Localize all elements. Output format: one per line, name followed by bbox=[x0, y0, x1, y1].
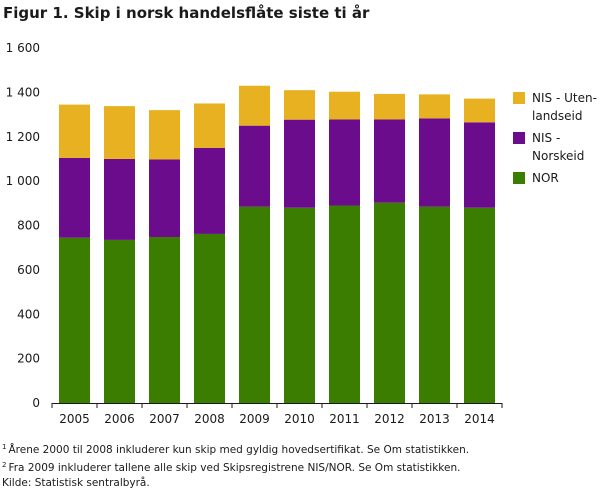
legend-label-nis-uten-landseid: NIS - Uten- bbox=[532, 91, 597, 105]
bar-segment-nis-utenlandseid-2009 bbox=[239, 85, 270, 126]
x-tick-label-2013: 2013 bbox=[419, 412, 450, 426]
bar-segment-nor-2008 bbox=[194, 233, 225, 403]
chart-title: Figur 1. Skip i norsk handelsflåte siste… bbox=[3, 4, 370, 22]
y-tick-label: 0 bbox=[32, 396, 40, 410]
bar-segment-nor-2013 bbox=[419, 206, 450, 403]
legend-label-nis-uten-landseid: landseid bbox=[532, 109, 583, 123]
bar-segment-nis-utenlandseid-2007 bbox=[149, 110, 180, 160]
bar-segment-nor-2014 bbox=[464, 207, 495, 403]
bar-segment-nis-utenlandseid-2011 bbox=[329, 91, 360, 120]
y-tick-label: 1 400 bbox=[6, 85, 40, 99]
legend-swatch-nis-norskeid bbox=[513, 132, 525, 144]
x-tick-label-2005: 2005 bbox=[59, 412, 90, 426]
bar-segment-nis-norskeid-2012 bbox=[374, 119, 405, 203]
x-tick-label-2009: 2009 bbox=[239, 412, 270, 426]
x-tick-label-2008: 2008 bbox=[194, 412, 225, 426]
y-tick-label: 1 000 bbox=[6, 174, 40, 188]
bar-segment-nis-norskeid-2006 bbox=[104, 158, 135, 240]
y-tick-label: 200 bbox=[17, 352, 40, 366]
bar-segment-nis-norskeid-2013 bbox=[419, 118, 450, 207]
bar-segment-nis-norskeid-2005 bbox=[59, 157, 90, 238]
footnote-1: 1 Årene 2000 til 2008 inkluderer kun skip… bbox=[2, 443, 470, 456]
footnotes: 1 Årene 2000 til 2008 inkluderer kun skip… bbox=[2, 440, 469, 491]
bar-segment-nis-norskeid-2011 bbox=[329, 119, 360, 206]
y-axis-ticks: 0 200 400 600 800 1 000 1 200 1 400 1 600 bbox=[6, 41, 40, 410]
bar-segment-nis-norskeid-2014 bbox=[464, 122, 495, 208]
x-tick-label-2010: 2010 bbox=[284, 412, 315, 426]
bar-segment-nis-utenlandseid-2005 bbox=[59, 104, 90, 158]
bar-segment-nor-2007 bbox=[149, 237, 180, 403]
x-tick-label-2007: 2007 bbox=[149, 412, 180, 426]
legend-swatch-nor bbox=[513, 172, 525, 184]
bar-segment-nis-utenlandseid-2006 bbox=[104, 106, 135, 159]
bar-segment-nis-utenlandseid-2012 bbox=[374, 93, 405, 120]
y-tick-label: 1 200 bbox=[6, 130, 40, 144]
legend-label-nis-norskeid: Norskeid bbox=[532, 149, 584, 163]
bar-segment-nis-norskeid-2008 bbox=[194, 147, 225, 234]
x-axis-ticks: 2005 2006 2007 2008 2009 2010 2011 2012 2013 2014 bbox=[51, 403, 503, 426]
bar-segment-nis-utenlandseid-2010 bbox=[284, 90, 315, 120]
y-tick-label: 600 bbox=[17, 263, 40, 277]
bar-segment-nor-2006 bbox=[104, 239, 135, 403]
legend-swatch-nis-uten-landseid bbox=[513, 92, 525, 104]
legend-label-nor: NOR bbox=[532, 171, 559, 185]
footnote-2: 2 Fra 2009 inkluderer tallene alle skip v… bbox=[2, 461, 461, 474]
y-tick-label: 800 bbox=[17, 219, 40, 233]
legend: NIS - Uten-landseid NIS - Norskeid NOR bbox=[513, 91, 597, 185]
bar-segment-nis-norskeid-2010 bbox=[284, 119, 315, 208]
bar-segment-nor-2005 bbox=[59, 237, 90, 403]
bars bbox=[59, 85, 495, 403]
bar-segment-nis-norskeid-2007 bbox=[149, 159, 180, 238]
bar-segment-nor-2010 bbox=[284, 207, 315, 403]
bar-segment-nor-2011 bbox=[329, 205, 360, 403]
bar-segment-nis-utenlandseid-2008 bbox=[194, 103, 225, 148]
y-tick-label: 400 bbox=[17, 307, 40, 321]
bar-segment-nis-norskeid-2009 bbox=[239, 125, 270, 207]
legend-label-nis-norskeid: NIS - bbox=[532, 131, 560, 145]
source-note: Kilde: Statistisk sentralbyrå. bbox=[2, 477, 150, 489]
x-tick-label-2014: 2014 bbox=[464, 412, 495, 426]
y-tick-label: 1 600 bbox=[6, 41, 40, 55]
x-tick-label-2006: 2006 bbox=[104, 412, 135, 426]
x-tick-label-2012: 2012 bbox=[374, 412, 405, 426]
bar-segment-nis-utenlandseid-2013 bbox=[419, 94, 450, 119]
x-tick-label-2011: 2011 bbox=[329, 412, 360, 426]
bar-segment-nor-2009 bbox=[239, 206, 270, 403]
bar-segment-nor-2012 bbox=[374, 202, 405, 403]
bar-segment-nis-utenlandseid-2014 bbox=[464, 98, 495, 123]
